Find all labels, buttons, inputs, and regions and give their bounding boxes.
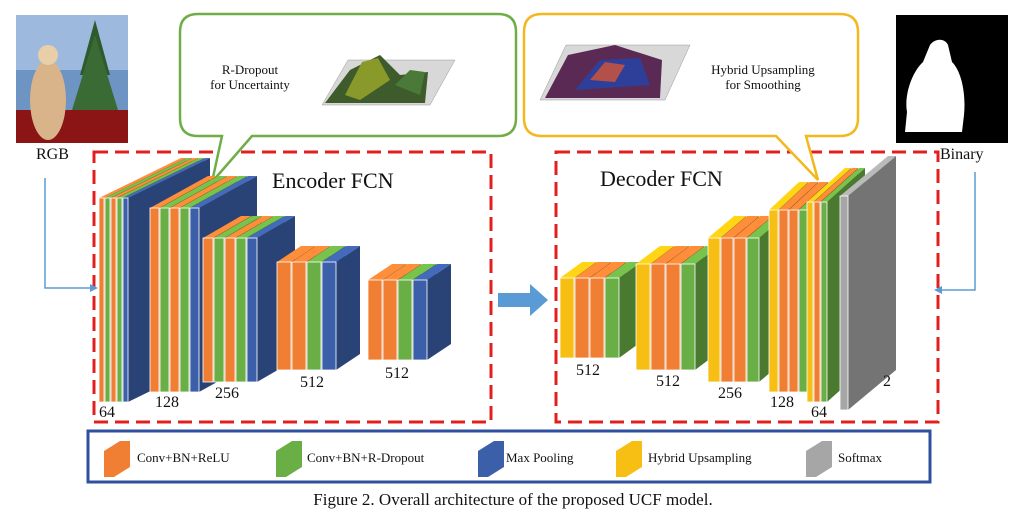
rgb-input-image — [16, 15, 128, 143]
decoder-channel-label: 256 — [718, 385, 742, 402]
decoder-channel-label: 512 — [656, 373, 680, 390]
encoder-channel-label: 512 — [385, 365, 409, 382]
legend-label-max-pooling: Max Pooling — [506, 450, 574, 465]
encoder-callout-bubble — [178, 12, 518, 183]
decoder-channel-label: 64 — [811, 404, 827, 421]
legend-box — [86, 429, 932, 484]
rgb-label: RGB — [36, 146, 69, 163]
encoder-channel-label: 128 — [155, 394, 179, 411]
output-arrow — [934, 172, 976, 294]
legend-label-softmax: Softmax — [838, 450, 883, 465]
network-layers — [98, 156, 896, 411]
legend-label-conv-dropout: Conv+BN+R-Dropout — [307, 450, 425, 465]
legend-swatch — [478, 441, 504, 477]
decoder-title: Decoder FCN — [600, 166, 723, 191]
encoder-title: Encoder FCN — [272, 168, 394, 193]
decoder-bubble-line1: Hybrid Upsampling — [711, 62, 815, 77]
decoder-bubble-line2: for Smoothing — [725, 77, 801, 92]
figure-caption: Figure 2. Overall architecture of the pr… — [313, 490, 713, 509]
decoder-block-1-layer — [604, 262, 641, 359]
legend-label-conv-relu: Conv+BN+ReLU — [137, 450, 230, 465]
encoder-channel-label: 512 — [300, 374, 324, 391]
decoder-callout-bubble — [522, 12, 860, 181]
legend-swatches — [104, 441, 832, 477]
decoder-softmax-layer — [839, 156, 896, 411]
encoder-bubble-line1: R-Dropout — [221, 62, 279, 77]
encoder-bubble-line2: for Uncertainty — [210, 77, 290, 92]
decoder-box — [554, 150, 940, 424]
decoder-bubble-label: Hybrid Upsampling for Smoothing — [688, 62, 838, 92]
legend-swatch — [104, 441, 130, 477]
encoder-block-4-layer — [321, 246, 360, 371]
legend-label-hybrid-upsampling: Hybrid Upsampling — [648, 450, 752, 465]
decoder-channel-label: 2 — [883, 373, 891, 390]
encoder-block-5-layer — [412, 264, 451, 361]
encoder-to-decoder-arrow — [498, 284, 548, 316]
legend-swatch — [276, 441, 302, 477]
encoder-channel-label: 256 — [215, 385, 239, 402]
input-arrow — [44, 178, 98, 292]
decoder-channel-label: 512 — [576, 362, 600, 379]
legend-swatch — [616, 441, 642, 477]
decoder-channel-label: 128 — [770, 394, 794, 411]
binary-label: Binary — [940, 146, 984, 163]
encoder-channel-label: 64 — [99, 404, 115, 421]
binary-output-image — [896, 15, 1008, 143]
encoder-bubble-label: R-Dropout for Uncertainty — [200, 62, 300, 92]
legend-swatch — [806, 441, 832, 477]
